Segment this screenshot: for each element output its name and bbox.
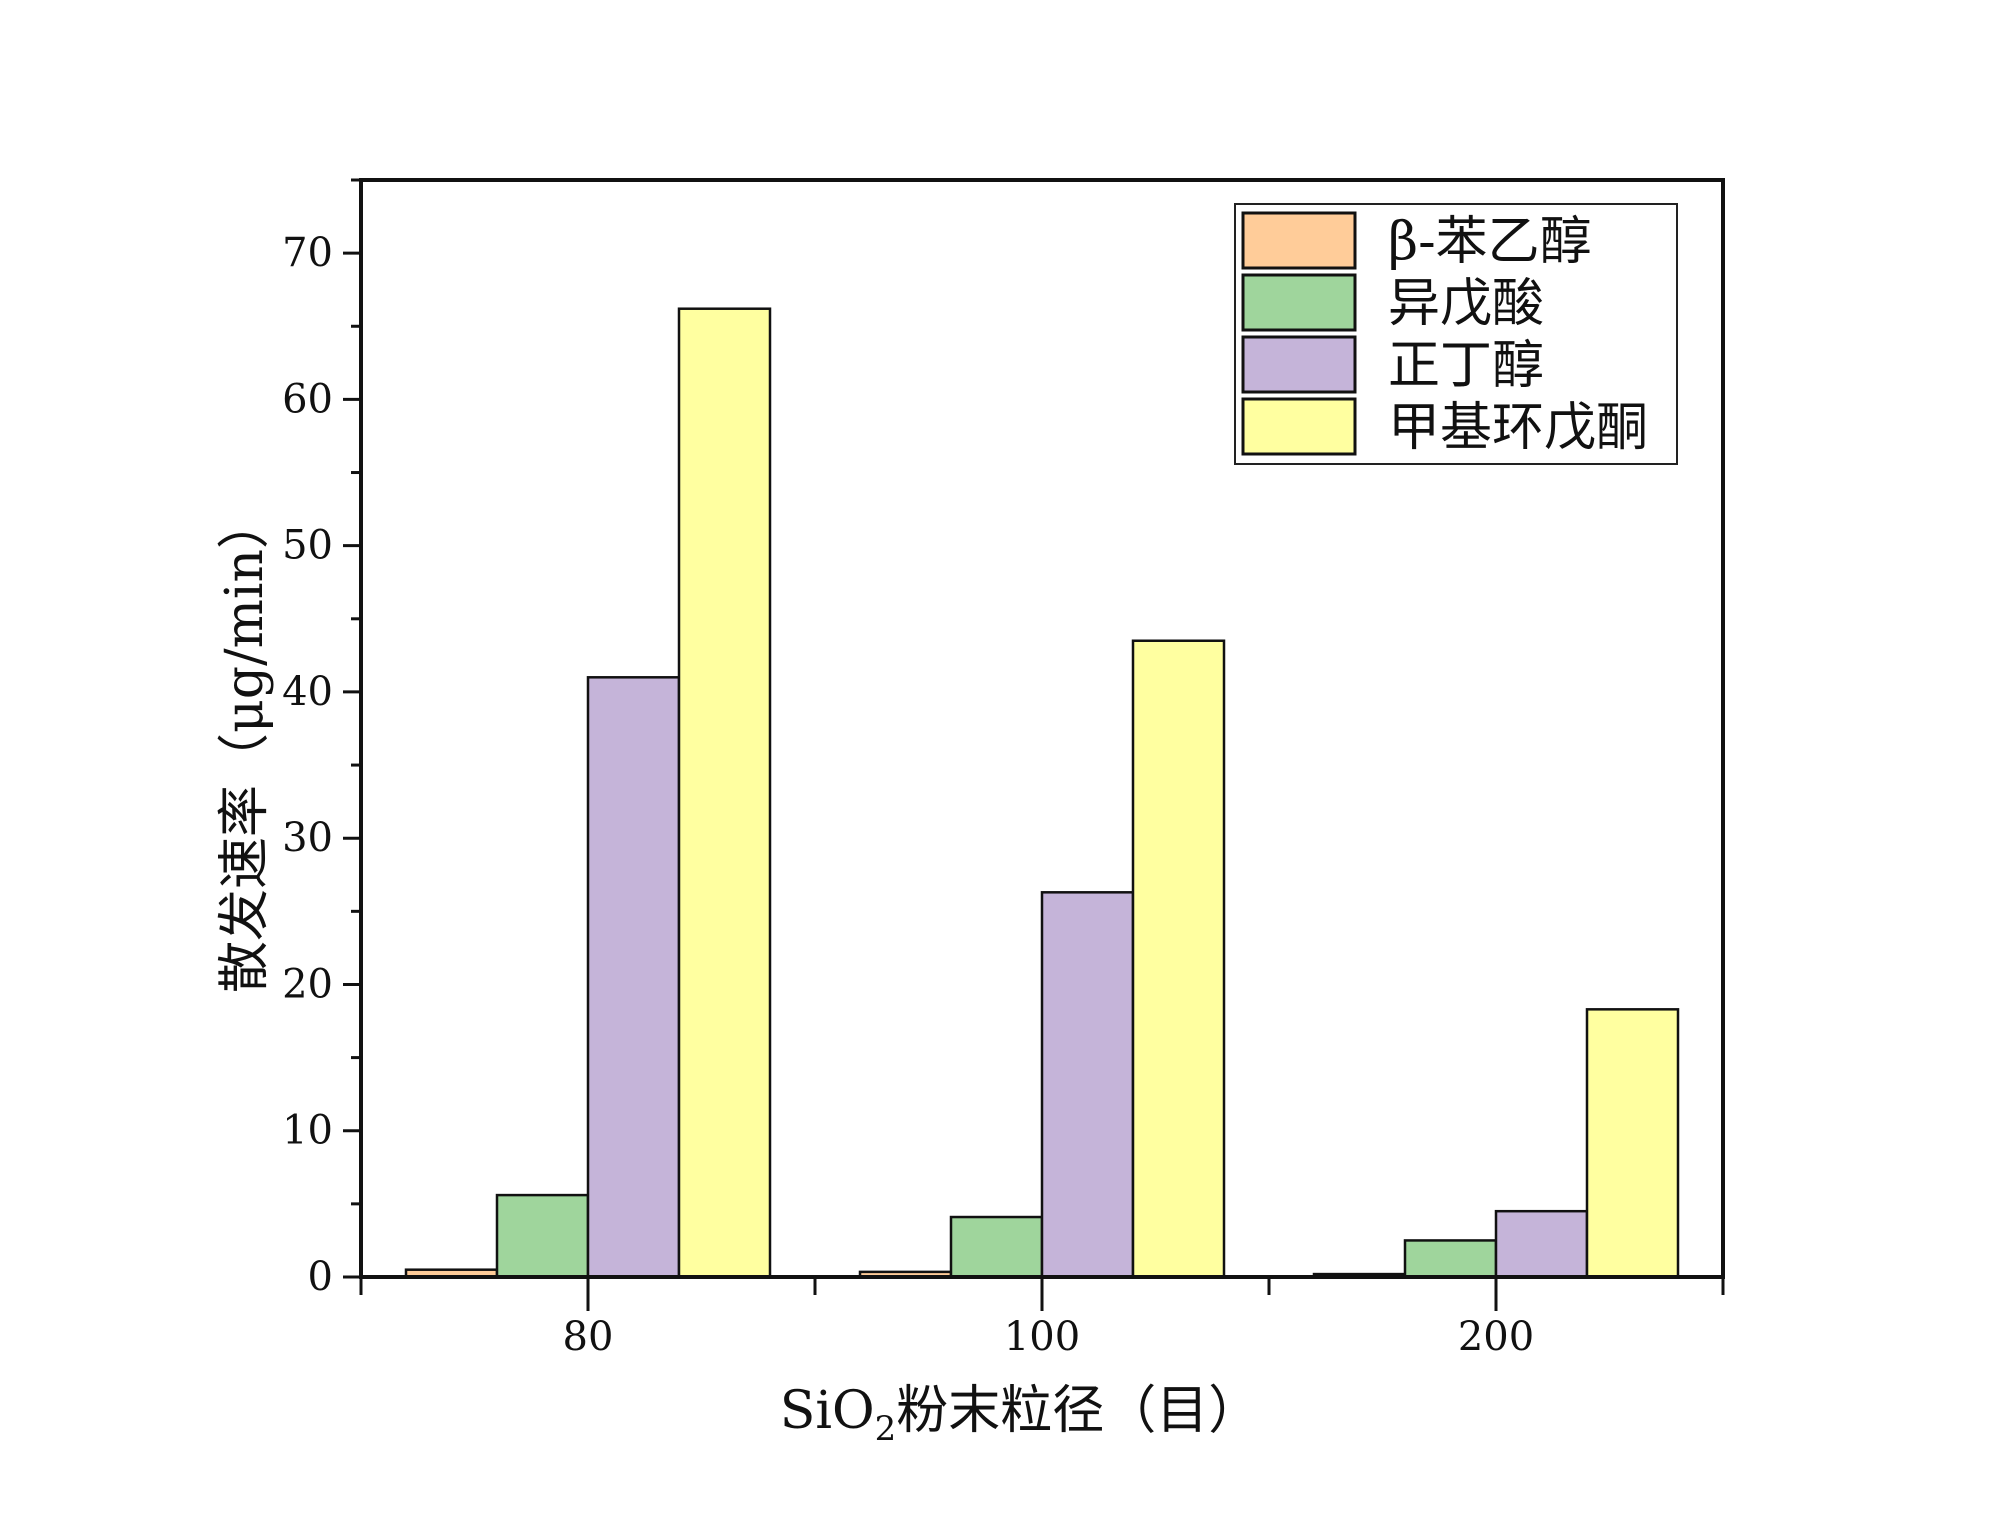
bar-80-3 xyxy=(677,307,772,1279)
bars xyxy=(404,307,1680,1279)
x-axis-label: SiO2粉末粒径（目） xyxy=(780,1381,1261,1449)
legend-label: 甲基环戊酮 xyxy=(1388,398,1648,458)
y-tick-label: 70 xyxy=(282,230,333,276)
x-axis-label-subscript: 2 xyxy=(875,1409,897,1449)
legend-label: 异戊酸 xyxy=(1388,274,1544,334)
legend-swatch xyxy=(1241,211,1357,270)
x-tick-labels: 80 100 200 xyxy=(563,1314,1535,1360)
plot-frame xyxy=(359,178,1725,1279)
bar-200-1 xyxy=(1403,1239,1498,1279)
bar-80-1 xyxy=(495,1193,590,1279)
y-axis-label: 散发速率（μg/min） xyxy=(215,497,275,993)
x-tick-label: 200 xyxy=(1458,1314,1534,1360)
bar-100-3 xyxy=(1131,639,1226,1279)
legend-label: β-苯乙醇 xyxy=(1388,212,1592,272)
bar-200-2 xyxy=(1494,1209,1589,1279)
y-tick-label: 50 xyxy=(282,523,333,569)
bar-80-2 xyxy=(586,676,681,1279)
bar-200-3 xyxy=(1585,1008,1680,1279)
x-axis-label-rest: 粉末粒径（目） xyxy=(896,1381,1260,1441)
x-tick-label: 80 xyxy=(563,1314,614,1360)
y-tick-label: 10 xyxy=(282,1108,333,1154)
legend-label: 正丁醇 xyxy=(1388,336,1544,396)
x-axis-label-main: SiO xyxy=(780,1381,875,1441)
legend-swatch xyxy=(1241,273,1357,332)
y-tick-label: 30 xyxy=(282,815,333,861)
y-tick-label: 0 xyxy=(308,1254,333,1300)
bar-100-2 xyxy=(1040,891,1135,1279)
y-tick-labels: 0 10 20 30 40 50 60 70 xyxy=(282,230,333,1300)
y-tick-label: 20 xyxy=(282,961,333,1007)
y-tick-label: 40 xyxy=(282,669,333,715)
axes xyxy=(343,178,1725,1311)
y-tick-label: 60 xyxy=(282,376,333,422)
legend-swatch xyxy=(1241,335,1357,394)
legend-swatch xyxy=(1241,397,1357,456)
bar-100-1 xyxy=(949,1215,1044,1279)
x-tick-label: 100 xyxy=(1004,1314,1080,1360)
